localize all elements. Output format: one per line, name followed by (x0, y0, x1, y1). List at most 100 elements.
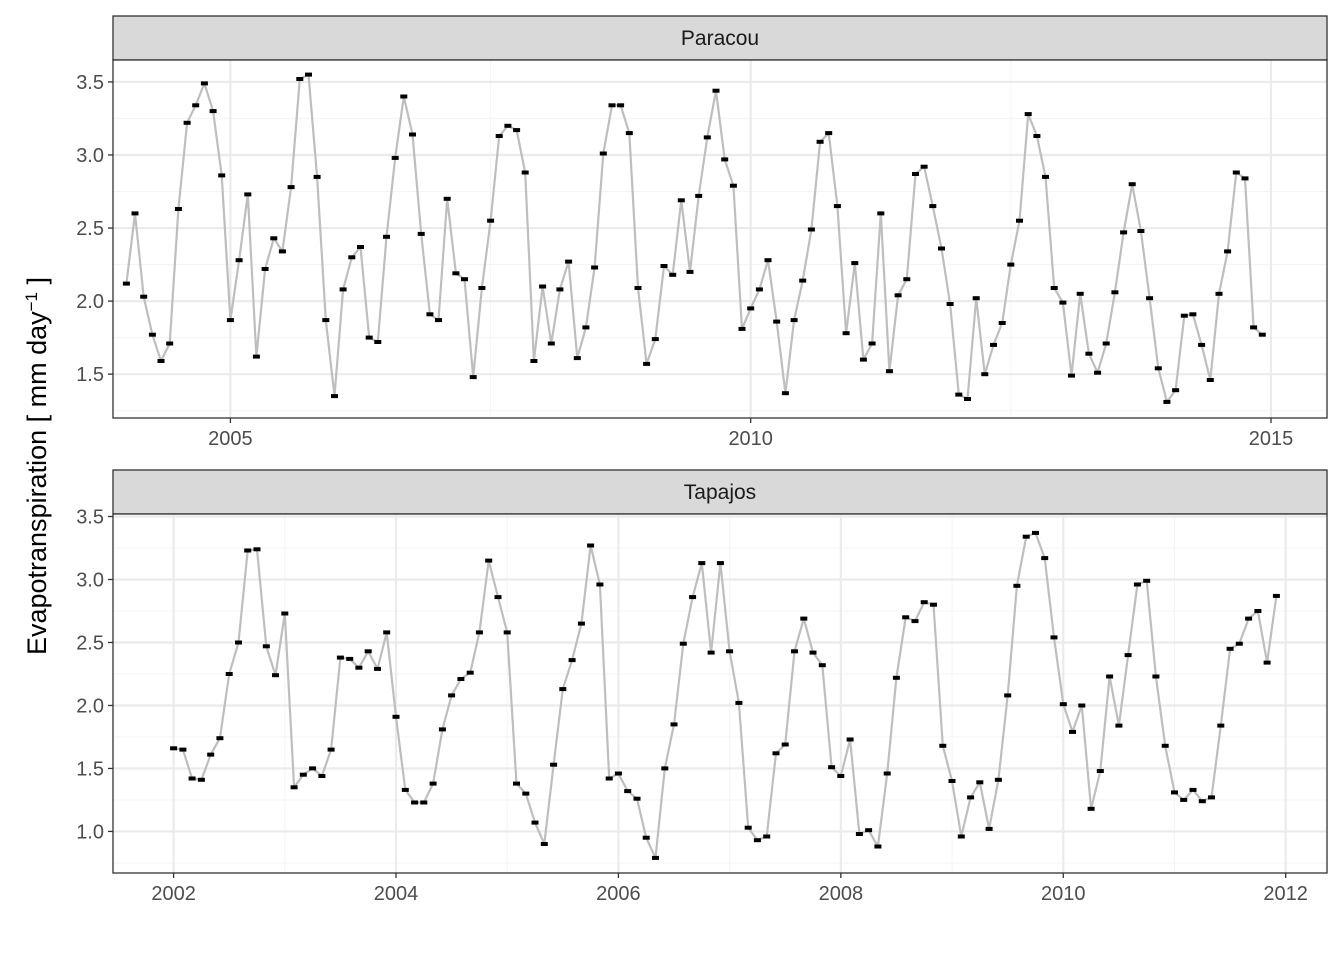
data-point (1041, 556, 1049, 561)
data-point (744, 825, 752, 830)
data-point (374, 340, 382, 344)
data-point (131, 211, 139, 216)
data-point (327, 747, 335, 752)
data-point (799, 278, 807, 283)
data-point (1245, 616, 1253, 621)
data-point (842, 331, 850, 336)
data-point (643, 361, 651, 366)
data-point (1241, 176, 1249, 181)
data-point (140, 294, 148, 299)
data-point (1042, 174, 1049, 179)
data-point (1198, 799, 1206, 804)
data-point (1226, 646, 1234, 651)
data-point (443, 196, 451, 201)
data-point (939, 743, 947, 748)
data-point (438, 727, 446, 732)
data-point (772, 751, 780, 756)
data-point (1004, 693, 1012, 698)
data-point (1076, 291, 1084, 296)
data-point (1208, 795, 1215, 800)
data-point (686, 269, 694, 274)
data-point (1102, 341, 1110, 346)
data-point (920, 600, 928, 605)
data-point (981, 372, 989, 377)
data-point (877, 211, 885, 216)
data-point (912, 172, 919, 176)
data-point (550, 762, 558, 767)
data-point (278, 249, 286, 254)
data-point (599, 151, 607, 156)
data-point (1106, 674, 1114, 679)
data-point (383, 630, 391, 635)
data-point (1198, 342, 1206, 347)
data-point (642, 835, 650, 840)
x-tick-label: 2006 (596, 883, 641, 905)
data-point (261, 267, 269, 271)
data-point (322, 318, 330, 323)
data-point (605, 776, 613, 781)
data-point (262, 644, 270, 649)
data-point (911, 619, 919, 624)
data-point (346, 656, 354, 661)
data-point (938, 246, 945, 251)
data-point (568, 658, 576, 663)
data-point (383, 234, 390, 239)
data-point (400, 94, 408, 99)
data-point (1146, 296, 1154, 301)
data-point (587, 543, 595, 548)
data-point (1094, 370, 1102, 375)
x-tick-label: 2015 (1249, 428, 1294, 450)
data-point (1124, 653, 1132, 658)
data-point (157, 359, 165, 363)
data-point (976, 780, 984, 785)
data-point (374, 666, 381, 671)
data-point (726, 649, 734, 654)
data-point (309, 766, 317, 771)
data-point (1163, 399, 1171, 404)
data-point (1085, 351, 1093, 356)
data-point (634, 286, 642, 290)
data-point (530, 359, 538, 363)
data-point (781, 391, 789, 396)
x-tick-label: 2008 (819, 883, 864, 905)
y-tick-label: 3.0 (76, 570, 104, 592)
data-point (903, 277, 911, 282)
data-point (679, 641, 687, 646)
data-point (1068, 373, 1075, 378)
data-point (1022, 534, 1030, 539)
y-tick-label: 2.0 (76, 695, 104, 717)
data-point (660, 264, 668, 268)
data-point (1069, 729, 1076, 734)
data-point (735, 700, 743, 705)
y-tick-label: 2.5 (76, 632, 104, 654)
data-point (625, 131, 633, 136)
data-point (235, 640, 242, 645)
data-point (122, 281, 130, 286)
data-point (1128, 182, 1136, 187)
data-point (209, 109, 217, 114)
data-point (475, 630, 483, 635)
data-point (448, 693, 456, 698)
plot-area-paracou: 1.5 2.0 2.5 3.0 3.5 2005 2010 2015 (76, 59, 1328, 450)
data-point (851, 261, 859, 266)
strip-title-tapajos: Tapajos (684, 481, 756, 504)
data-point (1171, 790, 1178, 795)
data-point (689, 595, 697, 600)
data-point (964, 397, 971, 401)
x-tick-label: 2002 (151, 883, 196, 905)
data-point (487, 218, 495, 223)
data-point (894, 293, 902, 298)
data-point (357, 245, 364, 249)
data-point (764, 258, 772, 263)
data-point (955, 392, 963, 397)
plot-area-tapajos: 1.0 1.5 2.0 2.5 3.0 3.5 2002 2004 2006 2008 2010 20… (76, 507, 1328, 905)
data-point (577, 621, 585, 626)
data-point (957, 834, 965, 839)
data-point (837, 774, 845, 778)
data-point (253, 547, 261, 552)
data-point (1087, 806, 1095, 811)
strip-tapajos (112, 469, 1328, 515)
data-point (608, 103, 616, 108)
data-point (392, 714, 400, 719)
data-point (192, 103, 200, 108)
